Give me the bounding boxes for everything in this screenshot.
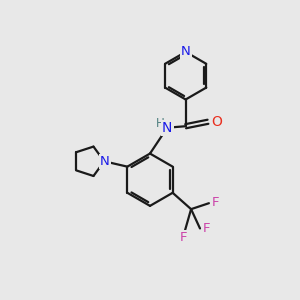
Text: H: H <box>156 117 165 130</box>
Text: N: N <box>100 155 110 168</box>
Text: F: F <box>203 222 210 235</box>
Text: N: N <box>181 45 190 58</box>
Text: N: N <box>162 121 172 135</box>
Text: F: F <box>180 231 188 244</box>
Text: F: F <box>212 196 219 209</box>
Text: O: O <box>211 115 222 129</box>
